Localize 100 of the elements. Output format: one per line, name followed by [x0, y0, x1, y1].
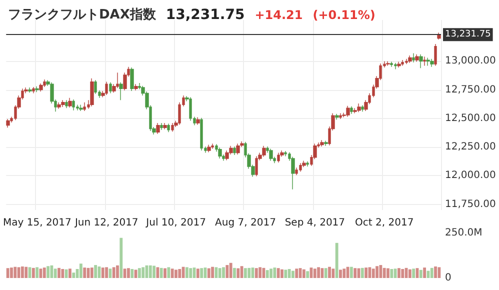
candlestick: [218, 147, 222, 159]
bar: [350, 266, 353, 278]
bar: [226, 265, 229, 278]
candlestick: [423, 56, 426, 66]
candlestick: [57, 102, 61, 110]
bar: [262, 268, 266, 278]
bar: [266, 270, 269, 278]
candlestick: [130, 67, 134, 92]
candlestick: [167, 123, 170, 133]
bar: [182, 266, 185, 278]
bar: [68, 268, 72, 278]
candlestick: [61, 100, 65, 108]
candlestick: [233, 146, 236, 156]
bar: [24, 266, 28, 278]
annotation: (+0.11%): [312, 8, 376, 22]
candlestick: [160, 122, 163, 130]
chart-title: フランクフルトDAX指数: [8, 8, 157, 22]
candlestick: [90, 78, 94, 107]
bar: [138, 268, 141, 278]
candlestick: [32, 86, 35, 94]
bar: [14, 266, 17, 278]
candlestick: [207, 144, 211, 153]
y-tick-label: 12,000.00: [445, 170, 496, 182]
bar: [379, 265, 382, 278]
bar: [438, 267, 441, 278]
bar: [270, 268, 272, 278]
bar: [248, 268, 251, 278]
candlestick: [255, 156, 258, 177]
candlestick: [196, 116, 200, 126]
x-tick-label: Oct 2, 2017: [355, 218, 414, 228]
candlestick: [339, 112, 342, 120]
candlestick: [83, 102, 86, 112]
bar: [200, 268, 204, 278]
bar: [156, 267, 160, 278]
annotation: 13,231.75: [166, 7, 245, 23]
bar: [386, 268, 390, 278]
bar: [178, 269, 182, 278]
candlestick: [320, 140, 324, 147]
bar: [332, 268, 335, 278]
bar: [320, 268, 324, 278]
bar: [280, 269, 284, 278]
candlestick: [430, 58, 434, 68]
candlestick: [269, 148, 273, 162]
candlestick: [236, 143, 240, 155]
candlestick: [419, 54, 423, 68]
bar: [116, 265, 119, 278]
candlestick: [299, 162, 302, 172]
candlestick: [189, 96, 192, 122]
candlestick: [295, 167, 298, 176]
bar: [174, 270, 178, 278]
bar: [160, 268, 163, 278]
bar: [401, 269, 404, 278]
candlestick: [105, 81, 108, 96]
candlestick: [434, 44, 437, 66]
x-tick-label: Aug 7, 2017: [215, 218, 276, 228]
candlestick: [211, 143, 214, 150]
candlestick: [390, 61, 393, 68]
bar: [196, 268, 200, 278]
bar: [42, 268, 46, 278]
candlestick: [6, 118, 10, 128]
bar: [17, 267, 20, 278]
bar: [244, 268, 247, 278]
bar: [394, 268, 397, 278]
x-tick-label: Sep 4, 2017: [284, 218, 346, 228]
candlestick: [39, 83, 43, 92]
bar: [302, 269, 306, 278]
candlestick: [412, 52, 415, 63]
candlestick: [28, 87, 32, 94]
candlestick: [225, 150, 229, 161]
candlestick: [401, 60, 404, 66]
bar: [207, 268, 210, 278]
candlestick: [284, 150, 287, 157]
bar: [236, 268, 240, 278]
bar: [94, 265, 98, 278]
bar: [360, 268, 364, 278]
x-tick-label: Jun 12, 2017: [74, 218, 138, 228]
bar: [254, 268, 258, 278]
bar: [105, 267, 108, 278]
candlestick: [156, 122, 160, 134]
bar: [423, 268, 426, 278]
bar: [72, 272, 76, 278]
bar: [273, 268, 276, 278]
candlestick: [116, 72, 119, 88]
bar: [64, 269, 68, 278]
candlestick: [35, 86, 39, 92]
candlestick: [357, 103, 361, 112]
bar: [36, 267, 39, 278]
candlestick: [386, 60, 390, 66]
candlestick: [65, 100, 68, 108]
candlestick: [79, 104, 83, 112]
candlestick: [200, 118, 203, 151]
bar: [46, 266, 50, 278]
bar: [61, 269, 64, 278]
candlestick: [361, 104, 364, 112]
candlestick: [426, 57, 430, 66]
bar: [120, 238, 123, 278]
bar: [185, 267, 188, 278]
bar: [390, 269, 394, 278]
bar: [335, 242, 338, 278]
bar: [354, 268, 357, 278]
